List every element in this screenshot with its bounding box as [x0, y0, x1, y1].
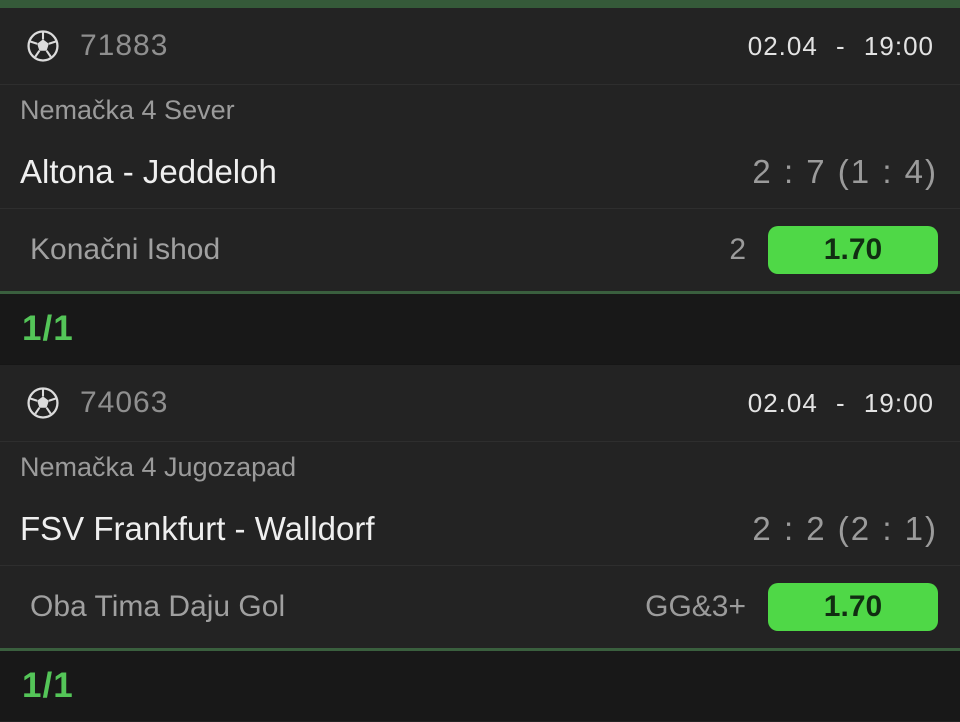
soccer-ball-icon [26, 386, 60, 420]
bet-pick-label: GG&3+ [645, 590, 746, 623]
match-score: 2 : 2 (2 : 1) [752, 509, 938, 547]
section-divider-line [0, 291, 960, 294]
match-datetime: 02.04 - 19:00 [747, 387, 934, 418]
bet-market-label: Konačni Ishod [30, 233, 221, 266]
match-row: FSV Frankfurt - Walldorf 2 : 2 (2 : 1) [0, 492, 960, 565]
top-accent-bar [0, 0, 960, 8]
match-datetime: 02.04 - 19:00 [747, 30, 934, 61]
match-id: 74063 [80, 386, 169, 419]
bet-row: Oba Tima Daju Gol GG&3+ 1.70 [0, 565, 960, 648]
odds-badge[interactable]: 1.70 [768, 583, 938, 631]
match-row: Altona - Jeddeloh 2 : 7 (1 : 4) [0, 135, 960, 208]
bet-pick-label: 2 [729, 233, 746, 266]
bet-market-label: Oba Tima Daju Gol [30, 590, 286, 623]
bet-ticket[interactable]: 74063 02.04 - 19:00 Nemačka 4 Jugozapad … [0, 364, 960, 721]
match-name: FSV Frankfurt - Walldorf [20, 509, 375, 547]
league-name: Nemačka 4 Jugozapad [20, 451, 297, 482]
league-row: Nemačka 4 Jugozapad [0, 441, 960, 492]
progress-label: 1/1 [22, 666, 74, 705]
bet-ticket[interactable]: 71883 02.04 - 19:00 Nemačka 4 Sever Alto… [0, 8, 960, 364]
progress-row: 1/1 [0, 294, 960, 364]
section-divider-line [0, 648, 960, 651]
odds-badge[interactable]: 1.70 [768, 226, 938, 274]
league-name: Nemačka 4 Sever [20, 94, 235, 125]
progress-row: 1/1 [0, 651, 960, 721]
match-header-row: 71883 02.04 - 19:00 [0, 8, 960, 84]
soccer-ball-icon [26, 29, 60, 63]
match-score: 2 : 7 (1 : 4) [752, 152, 938, 190]
match-name: Altona - Jeddeloh [20, 152, 277, 190]
bet-row: Konačni Ishod 2 1.70 [0, 208, 960, 291]
match-id: 71883 [80, 29, 169, 62]
progress-label: 1/1 [22, 309, 74, 348]
league-row: Nemačka 4 Sever [0, 84, 960, 135]
match-header-row: 74063 02.04 - 19:00 [0, 365, 960, 441]
